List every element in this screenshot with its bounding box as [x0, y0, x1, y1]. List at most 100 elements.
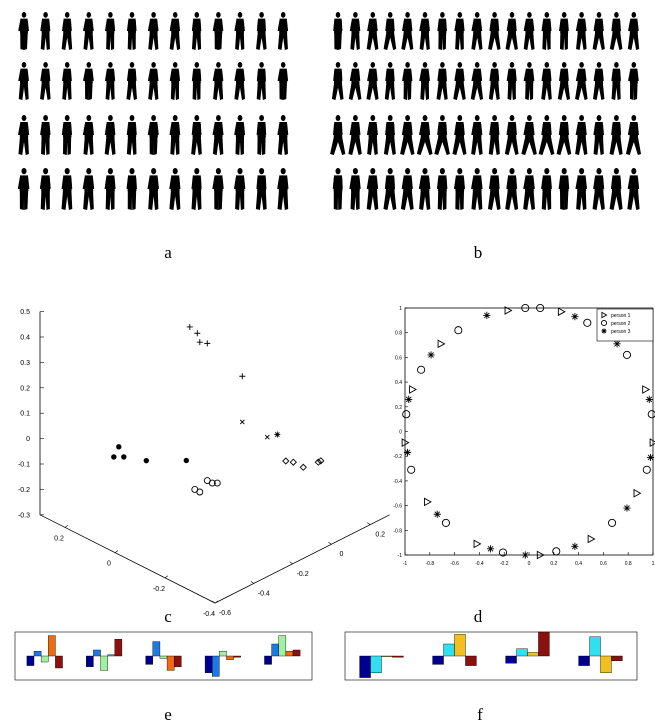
silhouette-head [173, 168, 178, 174]
x-tick-label: -0.2 [153, 586, 165, 593]
silhouette-head [151, 168, 156, 174]
silhouette-head [216, 168, 221, 174]
marker [184, 458, 189, 463]
silhouette-legs [420, 32, 430, 50]
bar [465, 656, 476, 666]
silhouette-head [371, 12, 376, 18]
silhouette-head [238, 12, 243, 18]
silhouette-head [440, 12, 445, 18]
silhouette-head [545, 62, 550, 68]
silhouette-legs [417, 136, 433, 155]
chart-c: -0.3-0.2-0.100.10.20.30.40.5-0.4-0.200.2… [18, 309, 390, 618]
z-tick-label: -0.3 [18, 512, 30, 519]
silhouette [148, 12, 158, 50]
silhouette [560, 12, 568, 50]
silhouette-legs [83, 32, 93, 50]
silhouette-head [457, 168, 462, 174]
marker [122, 455, 127, 460]
silhouette-head [108, 168, 113, 174]
silhouette [489, 115, 500, 155]
bar [360, 656, 371, 678]
marker [410, 386, 416, 393]
silhouette-head [527, 115, 532, 121]
silhouette-legs [434, 136, 450, 155]
silhouette-legs [62, 82, 71, 100]
bar [27, 656, 34, 666]
y-tick-label: 0.6 [395, 355, 402, 361]
silhouette [488, 168, 501, 210]
silhouette [148, 168, 158, 210]
y-tick-label: 0 [399, 430, 402, 436]
marker [558, 308, 564, 315]
x-tick-label: -0.8 [425, 561, 434, 567]
silhouette-head [108, 12, 113, 18]
bar [115, 639, 122, 656]
bar [455, 634, 466, 656]
silhouette-legs [62, 32, 73, 50]
marker [418, 366, 425, 373]
silhouette [330, 115, 345, 155]
silhouette-legs [169, 190, 180, 210]
silhouette-legs [367, 190, 379, 210]
bar [205, 656, 212, 673]
silhouette [171, 62, 180, 100]
silhouette [629, 62, 638, 100]
bar [528, 652, 539, 656]
silhouette-head [405, 62, 410, 68]
silhouette-legs [235, 136, 244, 155]
silhouette-head [259, 12, 264, 18]
legend-label: person 1 [611, 313, 631, 319]
marker [434, 511, 441, 518]
silhouette-legs [148, 32, 158, 50]
silhouette-head [579, 62, 584, 68]
silhouette-legs [575, 136, 587, 155]
silhouette-head [475, 12, 480, 18]
silhouette-legs [256, 190, 267, 210]
silhouette [437, 62, 448, 100]
silhouette-head [475, 62, 480, 68]
silhouette-legs [455, 32, 464, 50]
silhouette-legs [126, 82, 137, 100]
x-tick-label: 0.4 [575, 561, 582, 567]
bar [272, 644, 279, 656]
bar [146, 656, 153, 664]
silhouette-head [281, 62, 286, 68]
bar [101, 656, 108, 670]
bar [517, 649, 528, 656]
silhouette-head [492, 62, 497, 68]
silhouette [366, 62, 378, 100]
silhouette-legs [489, 82, 500, 100]
silhouette [19, 62, 29, 100]
silhouette-legs [630, 82, 638, 100]
bar [41, 656, 48, 662]
x-tick-label: -1 [403, 561, 408, 567]
silhouette-legs [235, 32, 244, 50]
marker [144, 458, 149, 463]
bar [93, 650, 100, 656]
silhouette [471, 62, 483, 100]
silhouette-head [151, 62, 156, 68]
silhouette-head [353, 115, 358, 121]
silhouette-head [353, 12, 358, 18]
z-tick-label: 0.2 [20, 385, 30, 392]
marker [584, 319, 591, 326]
silhouette [127, 115, 137, 155]
silhouette [542, 12, 550, 50]
silhouette-head [336, 12, 341, 18]
marker [623, 504, 630, 511]
silhouette-legs [523, 190, 535, 210]
silhouette [332, 62, 344, 100]
bar [433, 656, 444, 664]
silhouette-head [22, 62, 27, 68]
silhouette [84, 62, 93, 100]
silhouette-head [194, 115, 199, 121]
marker [650, 439, 655, 446]
silhouette [278, 115, 288, 155]
silhouette [235, 168, 244, 210]
silhouette-head [151, 12, 156, 18]
silhouette-legs [193, 82, 201, 100]
silhouette-legs [558, 82, 570, 100]
silhouette [279, 62, 288, 100]
z-tick-label: 0 [26, 436, 30, 443]
